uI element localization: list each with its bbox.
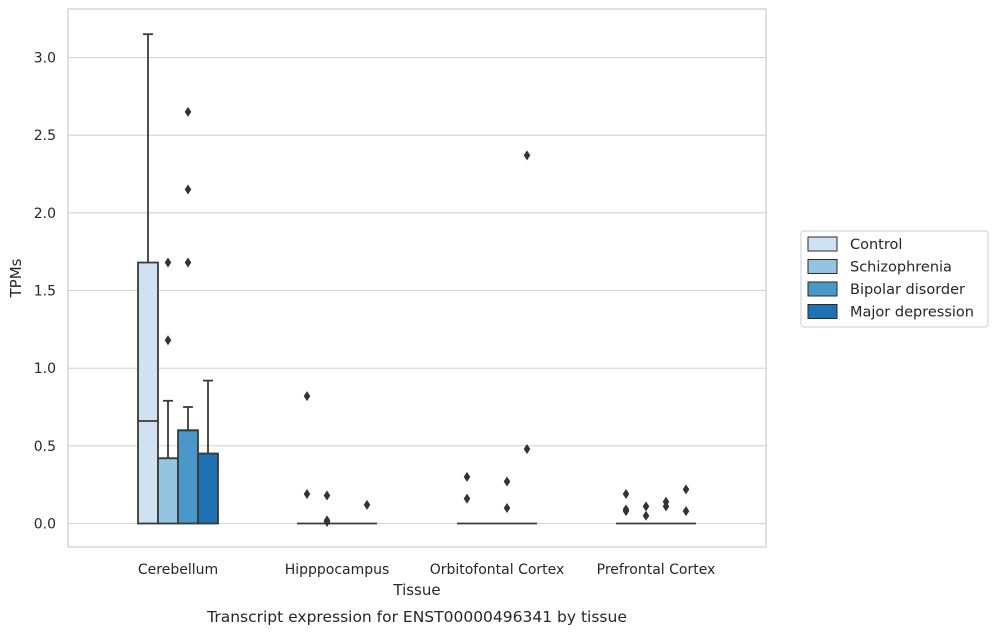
outlier-point — [682, 484, 690, 495]
x-tick-labels: Cerebellum Hipppocampus Orbitofontal Corte… — [138, 562, 715, 578]
outlier-point — [363, 499, 371, 510]
outlier-point — [622, 506, 630, 517]
box — [177, 429, 199, 525]
y-tick-labels: 0.0 0.5 1.0 1.5 2.0 2.5 3.0 — [34, 51, 56, 533]
legend-swatch — [807, 259, 838, 274]
outlier-point — [523, 150, 531, 161]
x-axis-label: Tissue — [392, 581, 440, 599]
x-tick-label: Prefrontal Cortex — [597, 562, 716, 578]
outlier-point — [642, 501, 650, 512]
x-tick-label: Cerebellum — [138, 562, 218, 578]
outlier-point — [662, 501, 670, 512]
box — [137, 261, 159, 525]
outlier-point — [303, 488, 311, 499]
x-tick-label: Orbitofontal Cortex — [430, 562, 565, 578]
legend-swatch — [807, 281, 838, 297]
outlier-point — [323, 490, 331, 501]
outlier-point — [164, 257, 172, 268]
y-tick-label: 0.5 — [34, 439, 56, 455]
legend-label: Bipolar disorder — [850, 282, 965, 298]
y-tick-label: 2.0 — [34, 206, 56, 222]
y-tick-label: 3.0 — [34, 51, 56, 67]
legend-frame — [800, 230, 989, 328]
legend-swatch — [807, 304, 838, 319]
legend-label: Major depression — [850, 305, 974, 321]
outlier-point — [184, 184, 192, 195]
y-tick-label: 0.0 — [34, 517, 56, 533]
box — [197, 452, 219, 525]
x-tick-label: Hipppocampus — [285, 562, 390, 578]
y-tick-label: 1.0 — [34, 361, 56, 377]
chart-caption: Transcript expression for ENST0000049634… — [206, 608, 627, 626]
outlier-point — [642, 510, 650, 521]
outlier-point — [622, 488, 630, 499]
box — [157, 457, 179, 525]
outlier-point — [323, 516, 331, 527]
outlier-point — [503, 476, 511, 487]
legend-label: Schizophrenia — [850, 260, 952, 276]
legend-swatch — [807, 236, 838, 252]
outlier-point — [503, 502, 511, 513]
outlier-point — [463, 471, 471, 482]
outlier-point — [523, 443, 531, 454]
legend: Control Schizophrenia Bipolar disorder Majo… — [800, 230, 989, 328]
y-axis-label: TPMs — [7, 258, 25, 298]
y-tick-label: 2.5 — [34, 128, 56, 144]
y-tick-label: 1.5 — [34, 284, 56, 300]
plot-frame — [67, 8, 767, 548]
outlier-point — [184, 257, 192, 268]
outlier-point — [184, 106, 192, 117]
outlier-point — [303, 391, 311, 402]
outlier-point — [463, 493, 471, 504]
legend-label: Control — [850, 237, 902, 253]
outlier-point — [164, 335, 172, 346]
outlier-point — [682, 506, 690, 517]
box-series — [137, 33, 696, 527]
